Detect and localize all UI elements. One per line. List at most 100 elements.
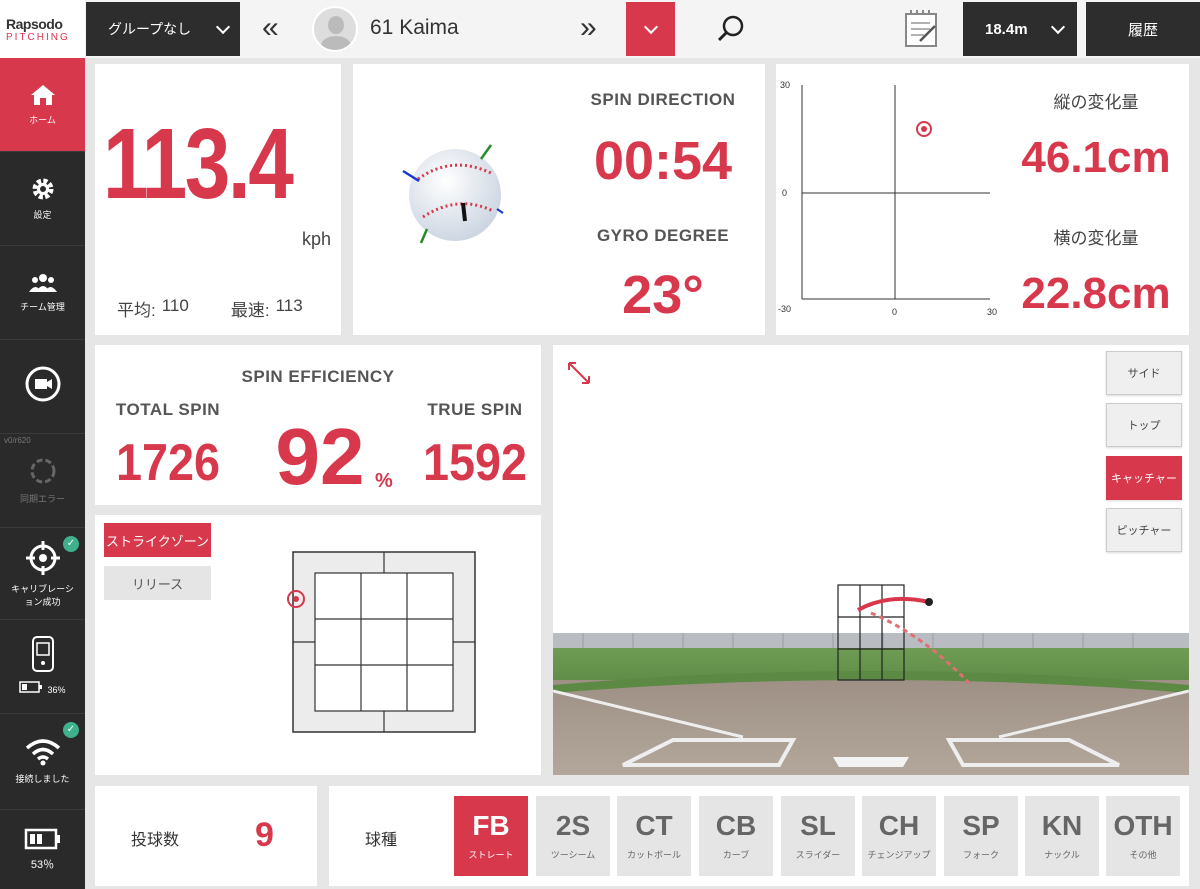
crosshair-icon — [25, 540, 60, 575]
battery-icon — [24, 828, 60, 849]
true-spin-label: TRUE SPIN — [427, 400, 523, 419]
sidebar-item-label: ホーム — [29, 115, 56, 125]
spin-efficiency-percent: % — [375, 470, 393, 492]
tab-release[interactable]: リリース — [104, 566, 211, 600]
pitch-type-button[interactable]: KN ナックル — [1025, 796, 1099, 876]
speed-value: 113.4 — [103, 108, 294, 220]
sidebar-item-settings[interactable]: 設定 — [0, 152, 85, 246]
battery-icon — [19, 680, 43, 693]
pitch-type-code: CH — [878, 809, 920, 841]
pitch-type-name: その他 — [1129, 849, 1157, 860]
pitch-type-button[interactable]: CB カーブ — [699, 796, 773, 876]
pitch-type-code: 2S — [555, 809, 591, 841]
next-player-icon[interactable]: » — [580, 11, 597, 44]
home-icon — [30, 85, 55, 105]
pitch-type-button[interactable]: SP フォーク — [944, 796, 1018, 876]
pitch-type-button[interactable]: CH チェンジアップ — [862, 796, 936, 876]
pitch-type-name: チェンジアップ — [867, 849, 931, 860]
speed-panel: 113.4 kph 平均: 110 最速: 113 — [95, 64, 341, 335]
tab-strike-zone[interactable]: ストライクゾーン — [104, 523, 211, 557]
chevron-down-icon — [1050, 19, 1066, 34]
average-label: 平均: — [117, 301, 156, 320]
view-pitcher-button[interactable]: ピッチャー — [1106, 508, 1182, 552]
pitch-type-name: カーブ — [722, 849, 750, 860]
pitch-type-name: ツーシーム — [550, 849, 596, 860]
sidebar-item-calibration[interactable]: ✓ キャリブレーション成功 — [0, 528, 85, 620]
pitch-location-marker — [287, 590, 305, 608]
max-value: 113 — [275, 296, 303, 315]
pitch-type-name: ストレート — [468, 849, 514, 860]
pitch-type-button[interactable]: FB ストレート — [454, 796, 528, 876]
pitch-type-name: カットボール — [626, 849, 681, 860]
sidebar-item-connection[interactable]: ✓ 接続しました — [0, 714, 85, 810]
expand-icon[interactable] — [565, 359, 593, 387]
pitch-count-label: 投球数 — [131, 832, 180, 849]
max-label: 最速: — [230, 301, 270, 320]
true-spin-value: 1592 — [422, 434, 528, 492]
history-button[interactable]: 履歴 — [1086, 2, 1200, 56]
pitch-type-code: OTH — [1113, 809, 1173, 841]
battery-percent: 53％ — [30, 858, 55, 871]
view-side-button[interactable]: サイド — [1106, 351, 1182, 395]
group-select-label: グループなし — [108, 21, 192, 37]
avatar — [312, 6, 358, 52]
pitch-type-name: ナックル — [1044, 849, 1080, 860]
vertical-break-label: 縦の変化量 — [1053, 93, 1139, 112]
pitch-type-code: SP — [962, 809, 1000, 841]
device-icon — [31, 635, 54, 672]
sidebar-item-label: チーム管理 — [20, 302, 65, 312]
pitch-type-name: フォーク — [962, 849, 999, 860]
view-catcher-button[interactable]: キャッチャー — [1106, 456, 1182, 500]
speed-unit: kph — [301, 229, 331, 249]
sidebar-item-label: キャリブレーション成功 — [11, 583, 74, 607]
strike-zone-grid — [287, 551, 476, 733]
player-dropdown-button[interactable] — [626, 2, 675, 56]
search-icon[interactable] — [716, 14, 746, 44]
pitch-type-button[interactable]: 2S ツーシーム — [536, 796, 610, 876]
pitch-type-name: スライダー — [795, 849, 841, 860]
spin-panel: SPIN DIRECTION 00:54 GYRO DEGREE 23° — [353, 64, 765, 335]
sidebar-item-label: 設定 — [33, 210, 52, 220]
sidebar-item-sync[interactable]: v0/r620 同期エラー — [0, 434, 85, 528]
pitch-count-panel: 投球数 9 — [95, 786, 317, 886]
spin-direction-label: SPIN DIRECTION — [590, 90, 736, 109]
break-panel: 30 0 -30 0 30 縦の変化量 46.1cm 横の変化量 22.8cm — [776, 64, 1189, 335]
pitch-type-code: KN — [1041, 809, 1083, 841]
y-axis-max-label: 30 — [780, 80, 791, 90]
device-battery-percent: 36% — [47, 684, 66, 695]
sidebar-item-label: 同期エラー — [19, 494, 65, 504]
rapsodo-logo: Rapsodo PITCHING — [0, 0, 85, 58]
chevron-down-icon — [643, 19, 658, 34]
distance-select-label: 18.4m — [985, 20, 1028, 38]
pitch-type-code: FB — [472, 809, 510, 841]
previous-player-icon[interactable]: « — [262, 11, 279, 44]
speed-stats: 平均: 110 最速: 113 — [117, 296, 303, 321]
vertical-break-value: 46.1cm — [1021, 133, 1171, 182]
video-camera-icon — [25, 366, 60, 401]
distance-select[interactable]: 18.4m — [963, 2, 1077, 56]
notes-icon[interactable] — [902, 9, 942, 49]
sidebar-item-team[interactable]: チーム管理 — [0, 246, 85, 340]
spin-efficiency-value: 92 — [275, 412, 365, 501]
break-chart — [801, 85, 990, 300]
sidebar-item-home[interactable]: ホーム — [0, 58, 85, 152]
sidebar: ホーム 設定 チーム管理 v0/r620 同期エラー ✓ — [0, 58, 85, 889]
group-select[interactable]: グループなし — [86, 2, 240, 56]
horizontal-break-value: 22.8cm — [1021, 269, 1171, 318]
pitch-count-value: 9 — [255, 816, 274, 854]
logo-subtext: PITCHING — [6, 31, 70, 43]
pitch-type-button[interactable]: CT カットボール — [617, 796, 691, 876]
player-name[interactable]: 61 Kaima — [370, 16, 459, 39]
view-top-button[interactable]: トップ — [1106, 403, 1182, 447]
pitch-type-code: CT — [635, 809, 673, 841]
team-icon — [28, 274, 57, 292]
total-spin-value: 1726 — [115, 434, 221, 492]
sidebar-item-battery: 53％ — [0, 810, 85, 889]
strike-zone-panel — [95, 515, 541, 775]
pitch-type-button[interactable]: OTH その他 — [1106, 796, 1180, 876]
sidebar-item-device[interactable]: 36% — [0, 620, 85, 714]
pitch-type-button[interactable]: SL スライダー — [781, 796, 855, 876]
sync-icon — [30, 458, 55, 484]
y-axis-zero-label: 0 — [782, 188, 788, 198]
sidebar-item-video[interactable] — [0, 340, 85, 434]
